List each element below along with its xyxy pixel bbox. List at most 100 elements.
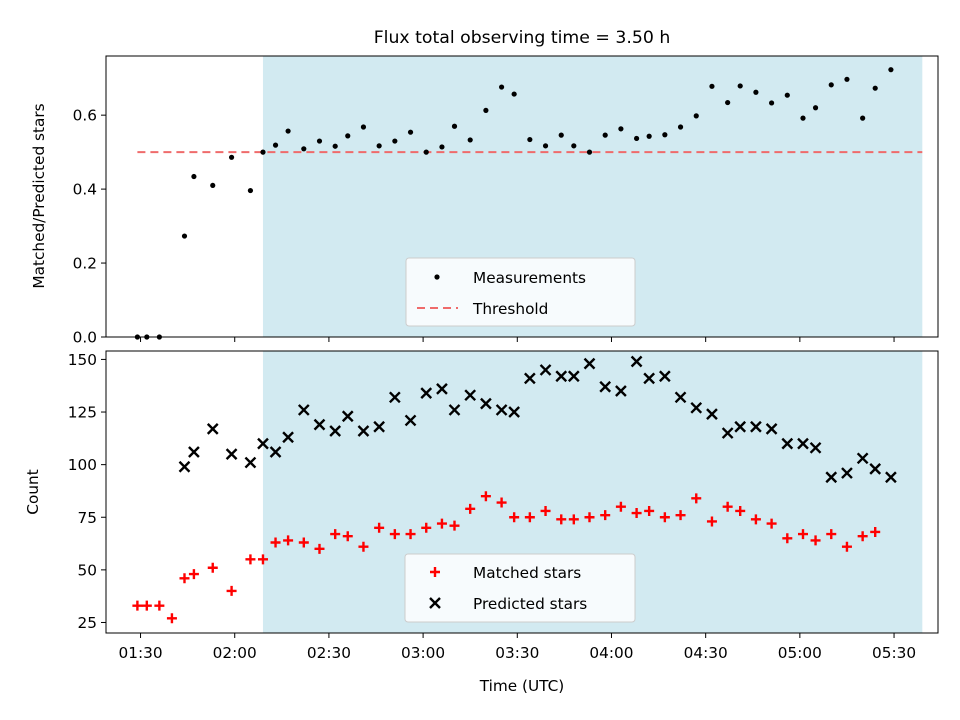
measurement-point: [467, 137, 473, 143]
measurement-point: [633, 135, 640, 142]
predicted-star-point: [567, 370, 580, 383]
matched-star-point: [270, 537, 281, 548]
count-plot-frame: [105, 350, 939, 634]
matched-star-point: [631, 508, 642, 519]
matched-star-point: [154, 600, 165, 611]
x-tick-label: 04:30: [684, 644, 728, 662]
predicted-star-point: [480, 397, 492, 410]
y-tick-label: 125: [68, 404, 97, 422]
predicted-star-point: [797, 437, 809, 450]
measurement-point: [272, 142, 279, 148]
measurement-point: [376, 143, 382, 149]
y-tick-label: 100: [68, 456, 97, 474]
predicted-star-point: [508, 406, 520, 418]
predicted-star-point: [282, 431, 294, 444]
matched-star-point: [659, 512, 670, 523]
predicted-star-point: [869, 463, 882, 475]
ratio-marks: [134, 67, 894, 340]
ratio-panel: 0.0 0.2 0.4 0.6 Matched/Predicted stars Mea…: [30, 55, 939, 347]
predicted-star-point: [615, 385, 627, 397]
matched-star-point: [540, 505, 551, 516]
x-tick-label: 02:30: [307, 644, 351, 662]
matched-star-point: [810, 535, 821, 546]
legend-x-icon: [429, 597, 441, 609]
measurement-point: [725, 99, 731, 106]
measurement-point: [247, 187, 254, 194]
matched-star-point: [480, 491, 491, 502]
measurement-point: [812, 105, 819, 111]
measurement-point: [769, 100, 775, 106]
matched-star-point: [675, 510, 686, 521]
ratio-y-axis: 0.0 0.2 0.4 0.6: [73, 107, 106, 347]
predicted-star-point: [706, 408, 718, 420]
matched-star-point: [245, 554, 256, 565]
count-legend: Matched stars Predicted stars: [404, 553, 636, 623]
x-tick-label: 03:00: [401, 644, 445, 662]
measurement-point: [828, 82, 834, 88]
x-axis-label: Time (UTC): [479, 677, 565, 695]
matched-star-point: [298, 537, 309, 548]
matched-star-point: [691, 493, 702, 504]
chart-title: Flux total observing time = 3.50 h: [374, 28, 671, 48]
predicted-star-point: [809, 441, 822, 454]
matched-star-point: [342, 531, 353, 542]
matched-star-point: [766, 518, 777, 529]
predicted-star-point: [436, 383, 448, 395]
matched-star-point: [374, 522, 385, 533]
predicted-star-point: [206, 423, 219, 435]
predicted-star-point: [856, 452, 869, 465]
y-tick-label: 0.6: [73, 107, 97, 125]
predicted-star-point: [257, 437, 269, 450]
y-tick-label: 150: [68, 351, 97, 369]
predicted-star-point: [225, 448, 238, 460]
measurement-point: [285, 128, 291, 134]
measurement-point: [181, 233, 188, 239]
y-tick-label: 25: [78, 614, 97, 632]
predicted-star-point: [188, 446, 200, 458]
matched-star-point: [782, 533, 793, 544]
matched-star-point: [465, 503, 476, 514]
matched-star-point: [358, 541, 369, 552]
predicted-star-point: [750, 420, 762, 433]
predicted-star-point: [357, 425, 370, 437]
legend-plus-icon: [430, 567, 440, 577]
measurement-point: [210, 182, 216, 189]
measurement-point: [888, 67, 894, 73]
measurement-point: [646, 133, 652, 139]
matched-star-point: [132, 600, 143, 611]
predicted-star-point: [643, 372, 656, 385]
predicted-star-point: [464, 389, 477, 402]
measurement-point: [784, 92, 790, 98]
measurement-point: [332, 143, 338, 149]
matched-star-point: [735, 505, 746, 516]
predicted-star-point: [329, 425, 342, 437]
matched-star-point: [389, 529, 400, 540]
matched-star-point: [449, 520, 460, 531]
measurement-point: [737, 83, 743, 89]
predicted-star-point: [721, 427, 734, 439]
measurement-point: [800, 115, 806, 121]
predicted-star-point: [734, 420, 747, 433]
predicted-star-point: [539, 364, 552, 376]
matched-star-point: [600, 510, 611, 521]
predicted-star-point: [448, 404, 461, 416]
matched-star-point: [870, 526, 881, 537]
matched-star-point: [750, 514, 761, 525]
predicted-star-point: [659, 370, 671, 383]
predicted-star-point: [630, 355, 643, 368]
measurement-point: [498, 84, 505, 90]
predicted-star-point: [313, 418, 326, 431]
matched-star-point: [179, 573, 190, 584]
predicted-star-point: [583, 357, 596, 370]
predicted-star-point: [674, 391, 687, 404]
predicted-star-point: [388, 391, 401, 404]
matched-star-point: [207, 562, 218, 573]
predicted-star-point: [841, 467, 853, 479]
y-tick-label: 0.2: [73, 255, 97, 273]
matched-star-point: [141, 600, 152, 611]
x-tick-label: 01:30: [118, 644, 162, 662]
matched-star-point: [644, 505, 655, 516]
matched-star-point: [330, 529, 341, 540]
count-marks: [132, 355, 897, 624]
